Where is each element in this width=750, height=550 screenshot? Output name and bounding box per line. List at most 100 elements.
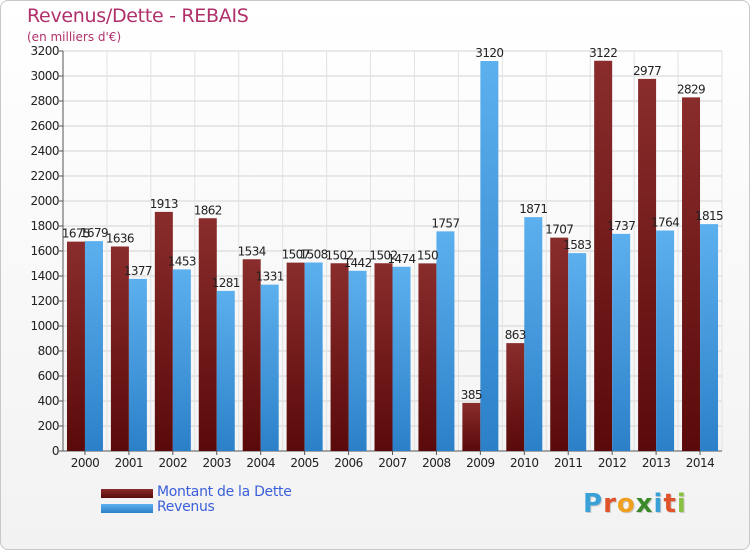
value-label: 1502 bbox=[325, 248, 353, 262]
bar-debt bbox=[66, 241, 85, 451]
y-tick-label: 3000 bbox=[30, 69, 59, 83]
logo-letter: i bbox=[653, 489, 664, 519]
value-label: 863 bbox=[505, 328, 526, 342]
bar-debt bbox=[242, 259, 261, 451]
y-tick-label: 0 bbox=[52, 444, 59, 458]
proxiti-logo: Proxiti bbox=[583, 489, 687, 519]
x-tick-label: 2007 bbox=[378, 456, 407, 470]
value-label: 1508 bbox=[300, 248, 328, 262]
value-label: 1583 bbox=[563, 238, 591, 252]
bar-revenus bbox=[348, 270, 367, 451]
x-tick-label: 2004 bbox=[246, 456, 275, 470]
bar-debt bbox=[550, 237, 569, 451]
value-label: 150 bbox=[417, 248, 438, 262]
value-label: 1679 bbox=[80, 226, 108, 240]
value-label: 1675 bbox=[62, 227, 90, 241]
bar-debt bbox=[286, 262, 305, 451]
y-tick-label: 2800 bbox=[30, 94, 59, 108]
y-tick-label: 1200 bbox=[30, 294, 59, 308]
value-label: 1707 bbox=[545, 223, 573, 237]
bar-debt bbox=[594, 60, 613, 451]
bar-debt bbox=[330, 263, 349, 451]
value-label: 1862 bbox=[194, 203, 222, 217]
y-tick-label: 1400 bbox=[30, 269, 59, 283]
x-tick-label: 2013 bbox=[642, 456, 671, 470]
chart-subtitle: (en milliers d'€) bbox=[27, 30, 122, 44]
x-tick-label: 2000 bbox=[71, 456, 100, 470]
x-tick-label: 2012 bbox=[598, 456, 627, 470]
logo-letter: r bbox=[603, 489, 617, 519]
logo-letter: o bbox=[616, 489, 636, 519]
y-tick-label: 800 bbox=[38, 344, 59, 358]
x-tick-label: 2003 bbox=[202, 456, 231, 470]
bar-revenus bbox=[612, 233, 631, 451]
value-label: 1815 bbox=[695, 209, 723, 223]
bar-debt bbox=[682, 97, 701, 451]
chart-title: Revenus/Dette - REBAIS bbox=[27, 5, 249, 27]
bar-revenus bbox=[216, 290, 235, 451]
logo-letter: i bbox=[676, 489, 687, 519]
y-tick-label: 1800 bbox=[30, 219, 59, 233]
value-label: 3120 bbox=[475, 46, 503, 60]
y-tick-label: 1000 bbox=[30, 319, 59, 333]
bars bbox=[66, 60, 719, 451]
x-tick-label: 2005 bbox=[290, 456, 319, 470]
bar-revenus bbox=[172, 269, 191, 451]
bar-revenus bbox=[392, 266, 411, 451]
legend-label-revenus: Revenus bbox=[157, 499, 215, 515]
x-tick-label: 2009 bbox=[466, 456, 495, 470]
y-tick-label: 2600 bbox=[30, 119, 59, 133]
bar-revenus bbox=[656, 230, 675, 451]
value-label: 1377 bbox=[124, 264, 152, 278]
bar-debt bbox=[506, 343, 525, 451]
value-label: 1442 bbox=[343, 256, 371, 270]
value-label: 1453 bbox=[168, 254, 196, 268]
logo-letter: x bbox=[635, 489, 654, 519]
bar-revenus bbox=[436, 231, 455, 451]
bar-revenus bbox=[260, 284, 279, 451]
value-label: 1913 bbox=[150, 197, 178, 211]
value-label: 1331 bbox=[256, 270, 284, 284]
value-label: 1871 bbox=[519, 202, 547, 216]
value-label: 2829 bbox=[677, 82, 705, 96]
x-tick-label: 2001 bbox=[115, 456, 144, 470]
bar-debt bbox=[462, 402, 481, 451]
value-label: 1534 bbox=[238, 244, 266, 258]
x-tick-label: 2002 bbox=[159, 456, 188, 470]
bar-revenus bbox=[84, 241, 103, 451]
bar-revenus bbox=[304, 262, 323, 451]
y-tick-label: 600 bbox=[38, 369, 59, 383]
legend-swatch-revenus bbox=[101, 504, 153, 513]
value-label: 1502 bbox=[369, 248, 397, 262]
value-label: 1507 bbox=[282, 248, 310, 262]
y-tick-label: 3200 bbox=[30, 44, 59, 58]
y-tick-label: 2000 bbox=[30, 194, 59, 208]
bar-debt bbox=[110, 246, 129, 451]
value-labels: 1675 1636 1913 1862 1534 1507 1502 1502 150 385 86… bbox=[62, 46, 724, 402]
value-label: 1636 bbox=[106, 232, 134, 246]
bar-revenus bbox=[700, 224, 719, 451]
logo-letter: t bbox=[663, 489, 677, 519]
value-label: 2977 bbox=[633, 64, 661, 78]
legend-swatch-debt bbox=[101, 489, 153, 498]
x-tick-label: 2011 bbox=[554, 456, 583, 470]
bar-revenus bbox=[480, 61, 499, 451]
bar-debt bbox=[374, 263, 393, 451]
y-tick-label: 2400 bbox=[30, 144, 59, 158]
bar-debt bbox=[418, 263, 437, 451]
value-label: 385 bbox=[461, 388, 482, 402]
value-label: 1757 bbox=[431, 216, 459, 230]
y-tick-label: 2200 bbox=[30, 169, 59, 183]
value-label: 1474 bbox=[387, 252, 415, 266]
y-tick-label: 400 bbox=[38, 394, 59, 408]
value-label: 3122 bbox=[589, 46, 617, 60]
logo-letter: P bbox=[583, 489, 604, 519]
y-tick-label: 1600 bbox=[30, 244, 59, 258]
x-tick-label: 2008 bbox=[422, 456, 451, 470]
x-tick-label: 2006 bbox=[334, 456, 363, 470]
y-tick-label: 200 bbox=[38, 419, 59, 433]
value-label: 1737 bbox=[607, 219, 635, 233]
x-tick-label: 2014 bbox=[686, 456, 715, 470]
